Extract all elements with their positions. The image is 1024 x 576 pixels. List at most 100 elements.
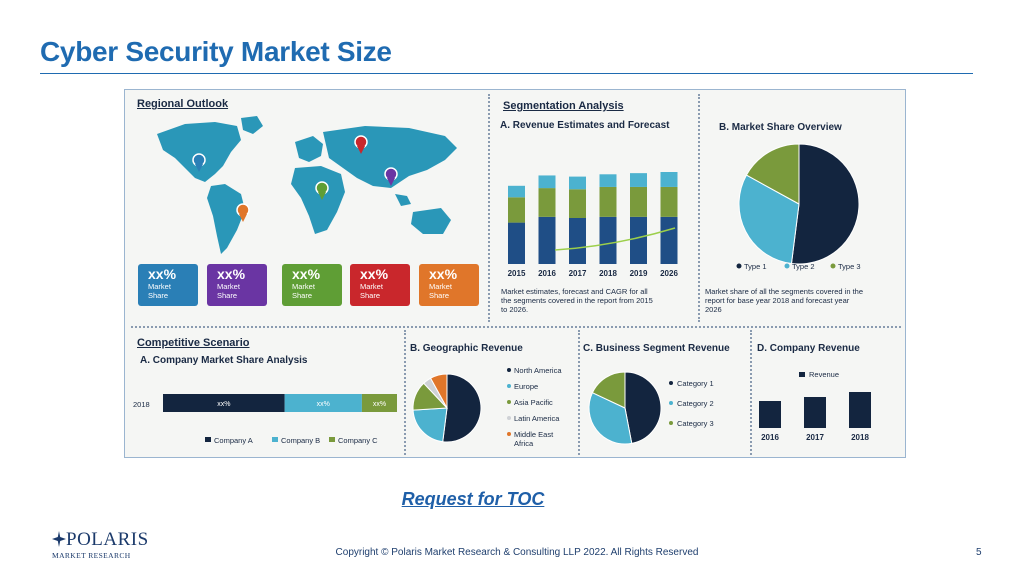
bar bbox=[759, 401, 781, 428]
data-label: xx% bbox=[217, 401, 230, 408]
star-icon bbox=[52, 531, 66, 547]
x-tick-label: 2018 bbox=[851, 433, 869, 442]
map-greenland bbox=[241, 116, 263, 134]
pie-slice bbox=[624, 371, 662, 444]
legend-label: Company C bbox=[338, 436, 378, 445]
pie-slice bbox=[412, 407, 448, 443]
map-pins bbox=[192, 135, 398, 222]
bar-segment bbox=[569, 176, 586, 190]
map-europe bbox=[295, 136, 323, 162]
page-number: 5 bbox=[976, 547, 982, 558]
legend-marker bbox=[830, 263, 836, 269]
legend-label: Latin America bbox=[514, 414, 560, 423]
legend-marker bbox=[507, 416, 511, 420]
company-market-share-chart: 2018 xx% xx% xx% Company A Company B Company C bbox=[133, 394, 397, 445]
divider-segmentation bbox=[698, 94, 700, 322]
x-tick-label: 2015 bbox=[508, 269, 526, 278]
bar-segment bbox=[508, 197, 525, 223]
revenue-estimates-title: A. Revenue Estimates and Forecast bbox=[500, 120, 670, 131]
market-share-box-1: xx% Market Share bbox=[138, 264, 198, 306]
bar-segment bbox=[660, 216, 678, 264]
bar-segment bbox=[660, 172, 678, 187]
pie-slice bbox=[588, 392, 633, 445]
request-toc-link[interactable]: Request for TOC bbox=[0, 489, 946, 510]
market-share-box-2: xx% Market Share bbox=[207, 264, 267, 306]
logo-name: POLARIS bbox=[66, 529, 149, 550]
legend-marker bbox=[507, 384, 511, 388]
copyright-text: Copyright © Polaris Market Research & Co… bbox=[335, 547, 699, 558]
legend-label: Category 2 bbox=[677, 399, 714, 408]
segmentation-analysis-title: Segmentation Analysis bbox=[503, 100, 624, 112]
x-tick-label: 2016 bbox=[761, 433, 779, 442]
legend-marker bbox=[799, 372, 805, 377]
bar-segment bbox=[599, 216, 617, 264]
legend-label: Category 1 bbox=[677, 379, 714, 388]
legend-label: Middle East bbox=[514, 430, 554, 439]
market-share-note: Market share of all the segments covered… bbox=[705, 287, 863, 314]
map-pin-blue-icon bbox=[192, 153, 206, 172]
business-segment-revenue-chart: Category 1 Category 2 Category 3 bbox=[588, 371, 714, 445]
bar-segment bbox=[599, 186, 617, 217]
map-pin-green-icon bbox=[315, 181, 329, 200]
regional-outlook-title: Regional Outlook bbox=[137, 98, 229, 110]
bar-segment bbox=[538, 188, 556, 217]
x-tick-label: 2017 bbox=[569, 269, 587, 278]
divider-geographic bbox=[578, 330, 580, 455]
legend-marker bbox=[736, 263, 742, 269]
map-pin-orange-icon bbox=[236, 203, 250, 222]
legend-marker bbox=[272, 437, 278, 442]
x-tick-label: 2017 bbox=[806, 433, 824, 442]
legend-marker bbox=[329, 437, 335, 442]
pie-slice bbox=[738, 174, 800, 265]
market-share-box-4: xx% Market Share bbox=[350, 264, 410, 306]
data-label: xx% bbox=[317, 401, 330, 408]
market-share-box-3: xx% Market Share bbox=[282, 264, 342, 306]
revenue-estimates-chart: 2015 2016 2017 2018 2019 2026 bbox=[508, 172, 678, 278]
bar-segment bbox=[599, 174, 617, 187]
request-toc-link-text[interactable]: Request for TOC bbox=[401, 489, 545, 509]
bar-segment bbox=[569, 218, 586, 264]
legend-marker bbox=[669, 421, 673, 425]
bar-segment bbox=[630, 216, 647, 264]
bar-segment bbox=[538, 175, 556, 189]
x-tick-label: 2019 bbox=[630, 269, 648, 278]
map-south-america bbox=[207, 184, 245, 254]
pie-slice bbox=[429, 373, 448, 409]
logo-subtitle: MARKET RESEARCH bbox=[52, 551, 131, 560]
bar-segment bbox=[361, 394, 397, 412]
bar bbox=[849, 392, 871, 428]
geographic-revenue-title: B. Geographic Revenue bbox=[410, 343, 523, 354]
map-indonesia bbox=[395, 194, 411, 206]
bar-segment bbox=[630, 186, 647, 217]
bar-segment bbox=[284, 394, 362, 412]
bar-segment bbox=[508, 185, 525, 198]
legend-marker bbox=[507, 400, 511, 404]
pie-slice bbox=[790, 143, 860, 265]
bar-segment bbox=[660, 186, 678, 217]
revenue-note: Market estimates, forecast and CAGR for … bbox=[501, 287, 653, 314]
legend-label: Asia Pacific bbox=[514, 398, 553, 407]
divider-regional bbox=[488, 94, 490, 322]
divider-competitive bbox=[404, 330, 406, 455]
legend-marker bbox=[205, 437, 211, 442]
market-share-overview-chart: Type 1 Type 2 Type 3 bbox=[736, 143, 861, 271]
bar-segment bbox=[163, 394, 285, 412]
company-revenue-chart: Revenue 2016 2017 2018 bbox=[759, 370, 871, 442]
map-north-america bbox=[157, 122, 241, 182]
legend-label: Company A bbox=[214, 436, 253, 445]
bar-segment bbox=[508, 222, 525, 264]
x-tick-label: 2026 bbox=[660, 269, 678, 278]
world-map bbox=[157, 116, 457, 254]
market-share-overview-title: B. Market Share Overview bbox=[719, 122, 842, 133]
pie-slice bbox=[442, 373, 482, 443]
legend-label: Category 3 bbox=[677, 419, 714, 428]
business-segment-revenue-title: C. Business Segment Revenue bbox=[583, 343, 730, 354]
data-label: xx% bbox=[373, 401, 386, 408]
map-pin-red-icon bbox=[354, 135, 368, 154]
legend-marker bbox=[507, 432, 511, 436]
trend-line bbox=[554, 227, 676, 251]
legend-label: Type 2 bbox=[792, 262, 815, 271]
market-infographic: Regional Outlook xx% Market Share xx% Marke… bbox=[124, 89, 906, 458]
legend-label: North America bbox=[514, 366, 562, 375]
legend-label: Company B bbox=[281, 436, 320, 445]
